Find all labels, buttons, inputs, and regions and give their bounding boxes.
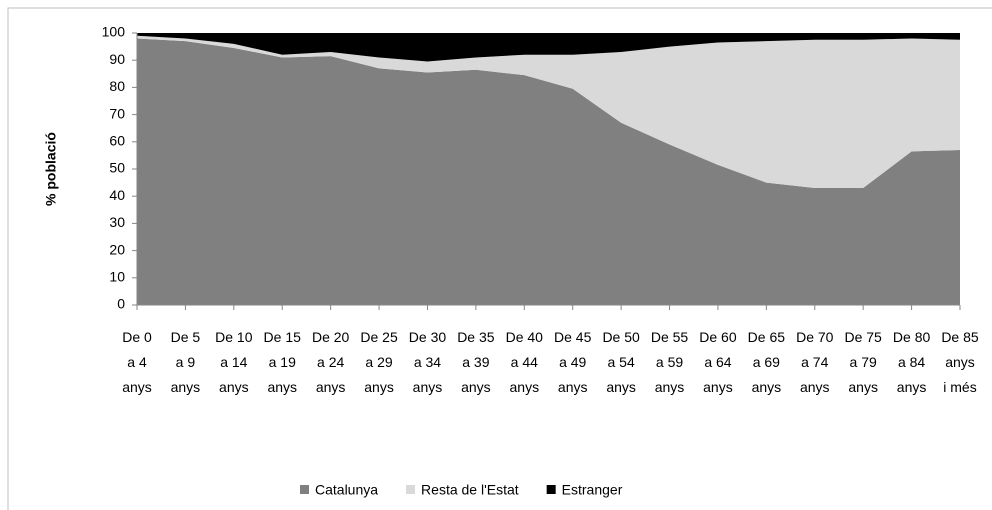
x-tick-label: De 20 a 24 anys: [312, 329, 350, 395]
legend-swatch: [300, 485, 309, 494]
area: [137, 35, 960, 189]
x-tick-label: De 65 a 69 anys: [748, 329, 786, 395]
y-tick-label: 100: [102, 24, 126, 40]
y-tick-label: 60: [109, 133, 125, 149]
legend-label: Catalunya: [315, 482, 378, 498]
legend-label: Resta de l'Estat: [421, 482, 519, 498]
y-tick-label: 40: [109, 187, 125, 203]
y-tick-label: 30: [109, 214, 125, 230]
y-tick-label: 20: [109, 241, 125, 257]
y-tick-label: 90: [109, 51, 125, 67]
y-tick-label: 0: [117, 296, 125, 312]
x-tick-label: De 45 a 49 anys: [554, 329, 592, 395]
x-tick-label: De 35 a 39 anys: [457, 329, 495, 395]
x-tick-label: De 55 a 59 anys: [651, 329, 689, 395]
x-tick-label: De 40 a 44 anys: [506, 329, 544, 395]
area: [137, 33, 960, 62]
x-tick-label: De 25 a 29 anys: [360, 329, 398, 395]
y-tick-label: 10: [109, 269, 125, 285]
y-axis-label: % població: [43, 132, 59, 206]
x-tick-label: De 60 a 64 anys: [699, 329, 737, 395]
x-tick-label: De 15 a 19 anys: [264, 329, 302, 395]
x-tick-label: De 50 a 54 anys: [602, 329, 640, 395]
y-tick-label: 80: [109, 78, 125, 94]
x-tick-label: De 30 a 34 anys: [409, 329, 447, 395]
y-tick-label: 50: [109, 160, 125, 176]
legend-swatch: [406, 485, 416, 494]
x-tick-label: De 10 a 14 anys: [215, 329, 253, 395]
chart-frame: [7, 7, 992, 510]
area: [137, 38, 960, 305]
x-tick-label: De 85 anys i més: [941, 329, 979, 395]
x-tick-label: De 70 a 74 anys: [796, 329, 834, 395]
x-tick-label: De 75 a 79 anys: [844, 329, 882, 395]
legend-label: Estranger: [562, 482, 623, 498]
x-tick-label: De 80 a 84 anys: [893, 329, 931, 395]
legend-swatch: [546, 485, 556, 494]
y-tick-label: 70: [109, 105, 125, 121]
